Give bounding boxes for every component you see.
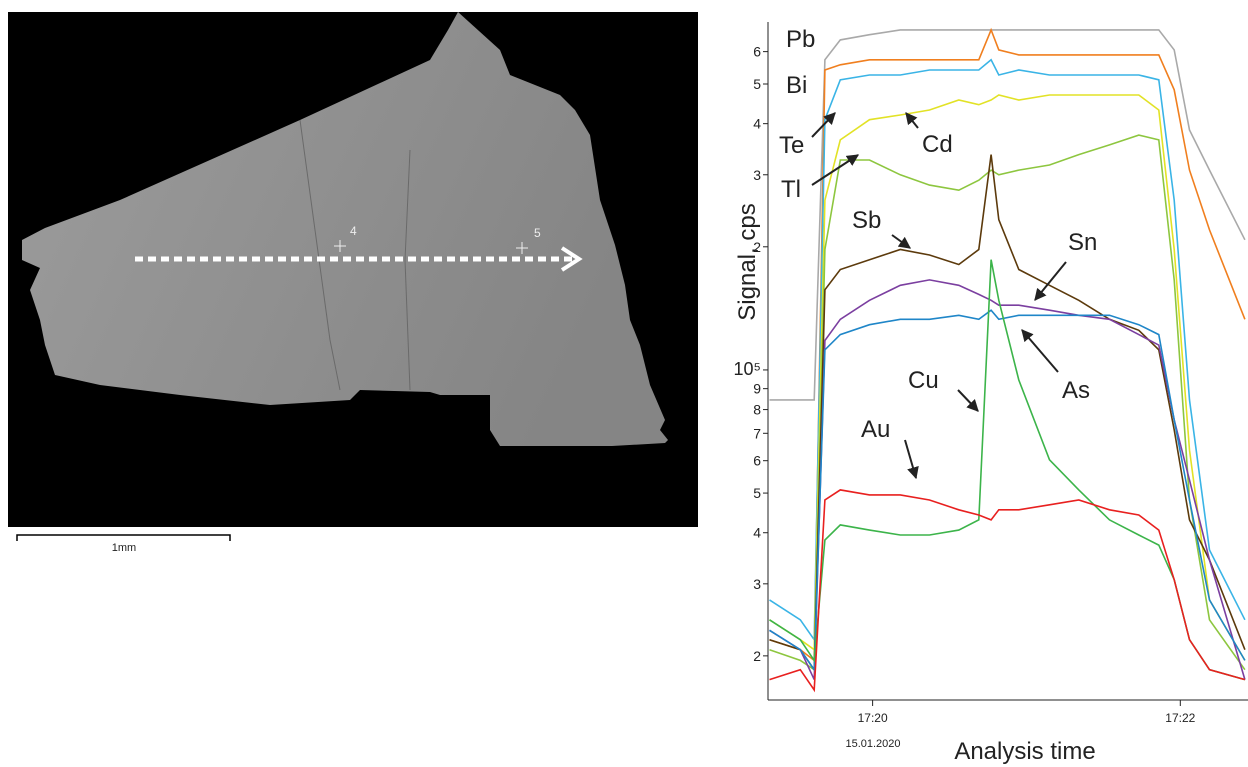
series-line [769,134,1246,672]
x-tick-label: 17:22 [1165,711,1195,725]
series-line [769,154,1246,673]
crack [404,149,411,391]
x-tick-label: 17:20 [858,711,888,725]
series-line [769,27,1246,663]
annotation-arrow [904,439,919,480]
spot-label: 4 [350,224,357,238]
annotation-arrow [891,234,911,249]
traverse-arrowhead [560,246,583,272]
scale-bar-label: 1mm [112,542,136,554]
series-annotation: Sb [852,207,881,234]
chart: Signal, cps Analysis time 15.01.2020 2 3 4… [734,22,1248,765]
crack [299,119,341,391]
series-line [769,309,1246,673]
scale-bar [16,534,231,541]
y-tick-label: 7 [753,425,761,441]
annotation-arrow [905,112,919,129]
series-line [769,259,1246,681]
spot-marker [516,242,528,254]
annotation-arrow [1021,329,1059,373]
series-annotation: Cu [908,367,939,394]
series-line [769,489,1246,693]
series-annotation: Au [861,416,890,443]
y-tick-label: 4 [753,116,761,132]
y-tick-label: 6 [753,453,761,469]
spot-marker [334,240,346,252]
y-tick-label: 2 [753,648,761,664]
series-annotation: Te [779,132,804,159]
series-annotation: As [1062,377,1090,404]
annotation-arrow [811,112,836,138]
annotation-arrow [1034,261,1067,301]
series-annotation: Tl [781,176,801,203]
x-date-label: 15.01.2020 [845,738,900,750]
y-tick-label: 6 [753,44,761,60]
x-axis-label: Analysis time [954,738,1095,765]
y-tick-label: 10⁵ [734,359,761,379]
series-annotation: Sn [1068,229,1097,256]
y-tick-label: 3 [753,576,761,592]
y-axis-label: Signal, cps [734,203,761,320]
series-line [769,58,1246,643]
series-annotation: Bi [786,72,807,99]
y-tick-label: 5 [753,76,761,92]
series-line [769,29,1246,401]
sample-grain [22,12,668,446]
annotation-arrow [811,154,860,186]
series-line [769,94,1246,661]
y-tick-label: 2 [753,239,761,255]
sem-image: 4 5 1mm [8,12,698,554]
y-tick-label: 4 [753,525,761,541]
series-annotation: Pb [786,26,815,53]
y-tick-label: 9 [753,381,761,397]
plot-area [769,27,1246,693]
y-tick-label: 3 [753,167,761,183]
y-tick-label: 8 [753,402,761,418]
y-tick-label: 5 [753,485,761,501]
spot-label: 5 [534,226,541,240]
annotation-arrow [957,389,979,412]
series-annotation: Cd [922,131,953,158]
series-line [769,279,1246,680]
